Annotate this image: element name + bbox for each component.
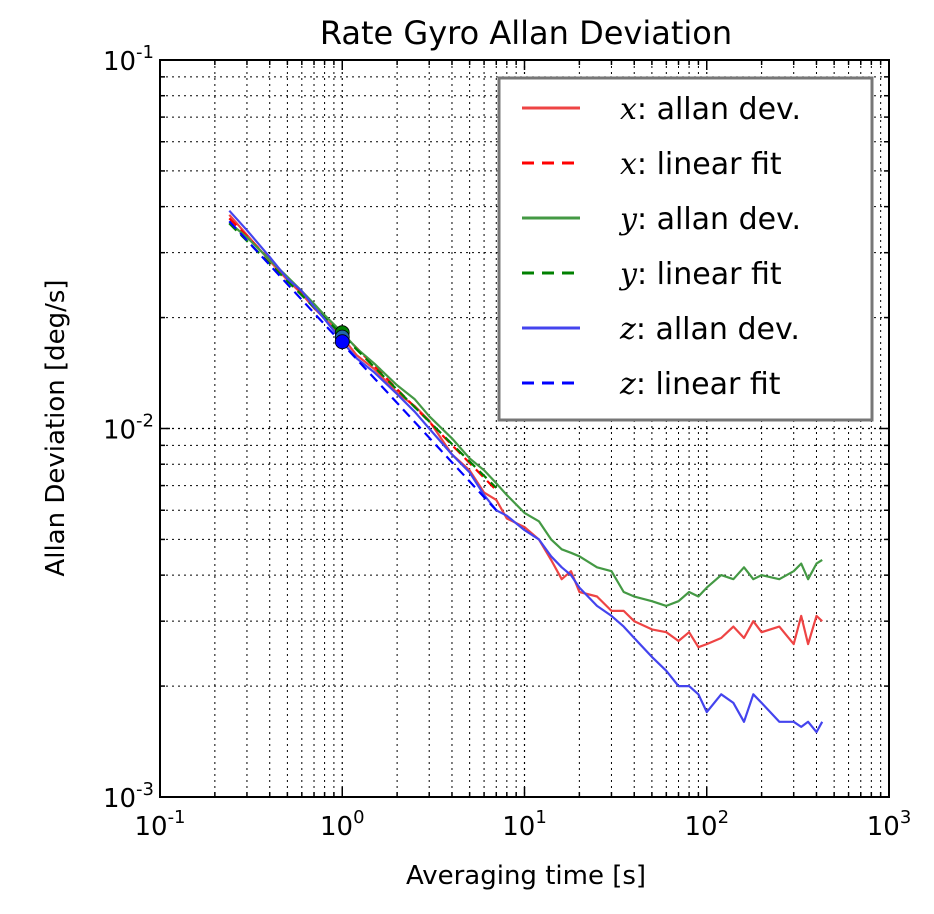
y-tick-label: 10-3 [103, 779, 154, 814]
x-tick-label: 10-1 [134, 807, 185, 842]
y-axis-label: Allan Deviation [deg/s] [41, 279, 71, 576]
x-tick-label: 101 [502, 807, 547, 842]
legend-label: z: allan dev. [619, 312, 800, 347]
chart-title: Rate Gyro Allan Deviation [320, 14, 732, 52]
legend-label: y: linear fit [618, 257, 782, 292]
markers [334, 325, 350, 350]
legend-label: x: linear fit [620, 147, 782, 182]
legend-box [497, 76, 874, 422]
y-tick-label: 10-1 [103, 42, 154, 77]
series-line [228, 220, 498, 512]
series-line [228, 222, 498, 489]
y-tick-label: 10-2 [103, 411, 154, 446]
legend-label: y: allan dev. [618, 202, 801, 237]
x-tick-label: 102 [684, 807, 729, 842]
legend-label: x: allan dev. [620, 92, 801, 127]
x-tick-label: 103 [867, 807, 912, 842]
axis-ticks: 10-1 100 101 102 103 10-3 10-2 10-1 [103, 42, 911, 842]
legend: x: allan dev. x: linear fit y: allan dev. y… [497, 76, 874, 422]
x-tick-label: 100 [320, 807, 365, 842]
legend-label: z: linear fit [619, 367, 781, 402]
series-marker [334, 334, 350, 350]
x-axis-label: Averaging time [s] [406, 861, 646, 891]
